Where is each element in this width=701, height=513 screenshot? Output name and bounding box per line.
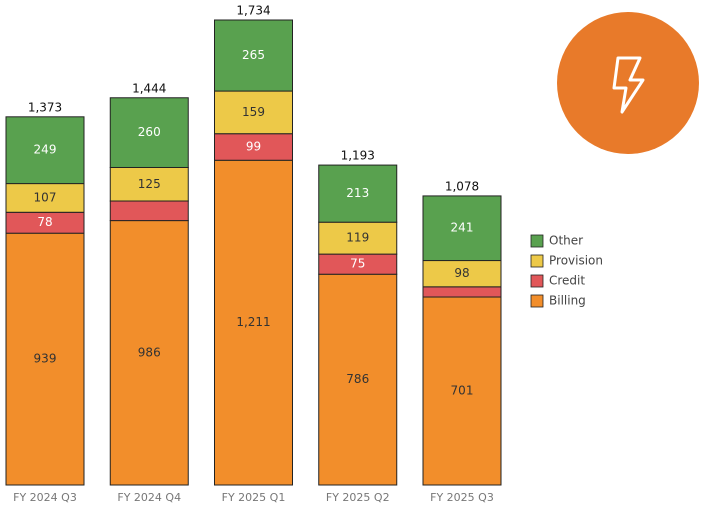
bar-segment [109,166,189,202]
legend-swatch [530,274,544,288]
legend-swatch [530,254,544,268]
legend-swatch [530,294,544,308]
data-label: 119 [346,231,369,245]
bar-segment [214,133,293,161]
total-label: 1,078 [445,179,479,193]
legend-label: Billing [549,294,586,308]
bar-segment [109,97,189,168]
data-label: 986 [138,345,161,359]
legend-label: Credit [549,274,585,288]
bar-segment [109,220,189,486]
bar-segment [109,200,189,222]
data-label: 159 [242,105,265,119]
data-label: 213 [346,186,369,200]
legend-swatch [530,234,544,248]
data-label: 260 [138,125,161,139]
bar-segment [214,90,293,135]
data-label: 99 [246,139,261,153]
total-label: 1,193 [341,149,375,163]
data-label: 98 [454,266,469,280]
bar-segment [318,164,398,223]
data-label: 75 [350,257,365,271]
bar-segment [214,159,293,486]
bar-segment [5,116,85,185]
bar-segment [5,232,85,486]
total-label: 1,373 [28,100,62,114]
bar-segment [422,286,502,298]
data-label: 1,211 [236,315,270,329]
legend-label: Provision [549,254,603,268]
bar-segment [422,260,502,288]
bar-segment [318,273,398,486]
data-label: 125 [138,177,161,191]
icon [557,12,699,154]
x-tick-label: FY 2025 Q3 [430,491,494,504]
legend-label: Other [549,234,583,248]
data-label: 107 [34,190,57,204]
x-tick-label: FY 2024 Q4 [117,491,181,504]
x-tick-label: FY 2025 Q1 [222,491,286,504]
data-label: 786 [346,372,369,386]
bar-segment [422,195,502,262]
data-label: 939 [34,352,57,366]
data-label: 249 [34,143,57,157]
data-label: 78 [37,215,52,229]
data-label: 265 [242,48,265,62]
x-tick-label: FY 2025 Q2 [326,491,390,504]
total-label: 1,734 [236,4,270,18]
data-label: 241 [451,221,474,235]
x-tick-label: FY 2024 Q3 [13,491,77,504]
data-label: 701 [451,384,474,398]
bar-segment [422,296,502,486]
bar-segment [214,19,293,92]
total-label: 1,444 [132,81,166,95]
